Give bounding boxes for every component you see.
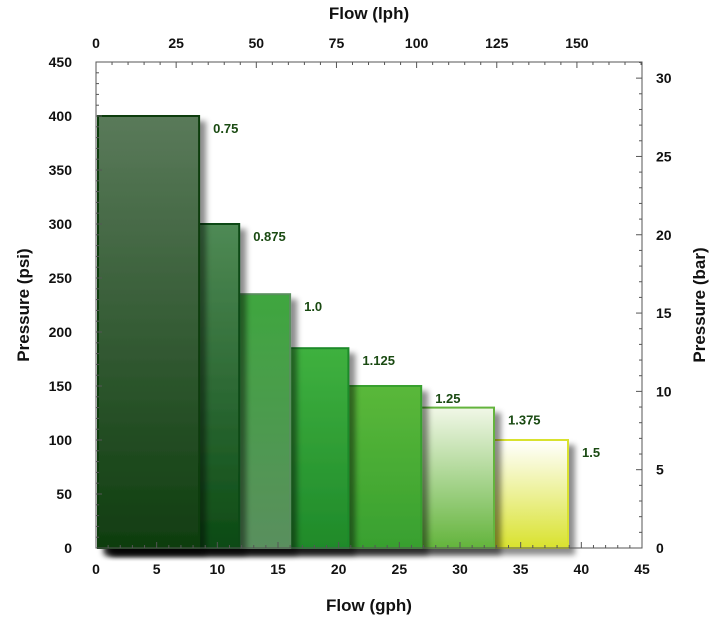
y-left-tick-label: 100 — [49, 432, 73, 448]
y-right-tick-label: 10 — [656, 383, 672, 399]
bar-label-1-5: 1.5 — [582, 445, 600, 460]
y-left-tick-label: 450 — [49, 54, 73, 70]
x-top-tick-label: 100 — [405, 35, 429, 51]
bar-label-1-25: 1.25 — [435, 391, 460, 406]
y-right-tick-label: 5 — [656, 462, 664, 478]
bar-label-1-375: 1.375 — [508, 413, 541, 428]
x-bottom-tick-label: 35 — [513, 561, 529, 577]
x-bottom-tick-label: 20 — [331, 561, 347, 577]
y-left-tick-label: 250 — [49, 270, 73, 286]
y-right-tick-label: 15 — [656, 305, 672, 321]
y-right-tick-label: 20 — [656, 227, 672, 243]
tick-labels: 0 5 10 15 20 25 30 35 40 450 25 50 75 100 125 150050100… — [49, 35, 672, 577]
bar-0-75 — [97, 115, 201, 549]
x-bottom-tick-label: 40 — [574, 561, 590, 577]
x-bottom-tick-label: 25 — [392, 561, 408, 577]
y-left-tick-label: 50 — [56, 486, 72, 502]
y-axis-left-title: Pressure (psi) — [14, 248, 33, 361]
y-axis-right-title: Pressure (bar) — [690, 247, 709, 362]
bar-label-0-875: 0.875 — [253, 229, 286, 244]
axis-ticks — [95, 61, 643, 549]
x-bottom-tick-label: 10 — [210, 561, 226, 577]
bar-label-0-75: 0.75 — [213, 121, 238, 136]
y-right-tick-label: 30 — [656, 70, 672, 86]
bars-group — [97, 115, 569, 550]
x-axis-bottom-title: Flow (gph) — [326, 596, 412, 615]
x-top-tick-label: 0 — [92, 35, 100, 51]
y-left-tick-label: 300 — [49, 216, 73, 232]
x-bottom-tick-label: 45 — [634, 561, 650, 577]
x-top-tick-label: 50 — [249, 35, 265, 51]
x-bottom-tick-label: 0 — [92, 561, 100, 577]
y-right-tick-label: 0 — [656, 540, 664, 556]
y-left-tick-label: 0 — [64, 540, 72, 556]
y-left-tick-label: 150 — [49, 378, 73, 394]
x-top-tick-label: 150 — [565, 35, 589, 51]
x-top-tick-label: 125 — [485, 35, 509, 51]
bar-label-1-0: 1.0 — [304, 299, 322, 314]
bar-label-1-125: 1.125 — [362, 353, 395, 368]
x-top-tick-label: 75 — [329, 35, 345, 51]
y-right-tick-label: 25 — [656, 148, 672, 164]
x-top-tick-label: 25 — [168, 35, 184, 51]
x-bottom-tick-label: 30 — [452, 561, 468, 577]
y-left-tick-label: 400 — [49, 108, 73, 124]
x-bottom-tick-label: 15 — [270, 561, 286, 577]
y-left-tick-label: 200 — [49, 324, 73, 340]
x-axis-top-title: Flow (lph) — [329, 4, 409, 23]
y-left-tick-label: 350 — [49, 162, 73, 178]
bar-value-labels: 1.5 1.375 1.25 1.125 1.0 0.875 0.75 — [213, 121, 600, 460]
x-bottom-tick-label: 5 — [153, 561, 161, 577]
